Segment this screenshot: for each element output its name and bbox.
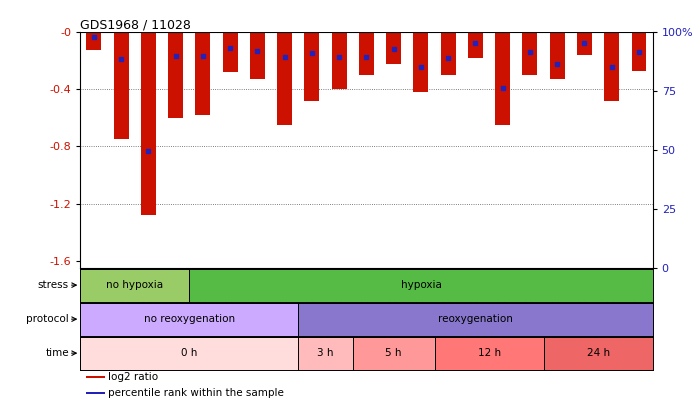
Bar <box>435 337 544 370</box>
Bar <box>550 32 565 79</box>
Bar <box>298 337 352 370</box>
Text: no reoxygenation: no reoxygenation <box>144 314 235 324</box>
Text: 12 h: 12 h <box>477 348 500 358</box>
Text: GDS1968 / 11028: GDS1968 / 11028 <box>80 18 191 31</box>
Bar <box>223 32 237 72</box>
Bar <box>332 32 347 90</box>
Bar <box>359 32 374 75</box>
Bar <box>577 32 592 55</box>
Text: no hypoxia: no hypoxia <box>106 280 163 290</box>
Bar <box>87 32 101 49</box>
Bar <box>277 32 292 125</box>
Bar <box>86 392 105 394</box>
Text: reoxygenation: reoxygenation <box>438 314 513 324</box>
Bar <box>604 32 619 101</box>
Bar <box>141 32 156 215</box>
Text: stress: stress <box>38 280 69 290</box>
Text: percentile rank within the sample: percentile rank within the sample <box>108 388 284 398</box>
Bar <box>544 337 653 370</box>
Text: time: time <box>45 348 69 358</box>
Bar <box>189 269 653 302</box>
Bar <box>114 32 128 139</box>
Bar <box>523 32 537 75</box>
Bar <box>168 32 183 118</box>
Text: 0 h: 0 h <box>181 348 198 358</box>
Bar <box>80 269 189 302</box>
Bar <box>80 303 298 336</box>
Bar <box>86 376 105 378</box>
Bar <box>386 32 401 64</box>
Bar <box>304 32 320 101</box>
Bar <box>440 32 456 75</box>
Bar <box>352 337 435 370</box>
Text: protocol: protocol <box>26 314 69 324</box>
Text: 5 h: 5 h <box>385 348 402 358</box>
Bar <box>195 32 210 115</box>
Bar <box>632 32 646 71</box>
Bar <box>413 32 429 92</box>
Bar <box>298 303 653 336</box>
Text: 24 h: 24 h <box>586 348 609 358</box>
Text: hypoxia: hypoxia <box>401 280 441 290</box>
Bar <box>80 337 298 370</box>
Text: log2 ratio: log2 ratio <box>108 372 158 382</box>
Bar <box>468 32 483 58</box>
Bar <box>496 32 510 125</box>
Text: 3 h: 3 h <box>318 348 334 358</box>
Bar <box>250 32 265 79</box>
